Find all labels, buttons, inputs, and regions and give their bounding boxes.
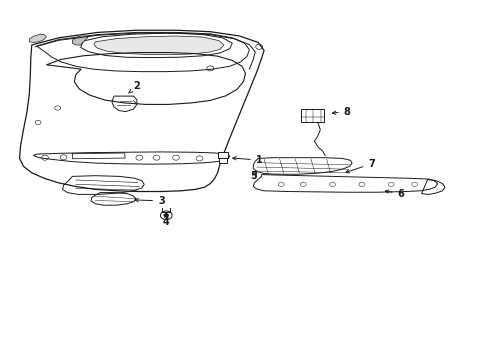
Polygon shape [72,36,88,45]
Bar [218,152,227,158]
Text: 7: 7 [346,159,374,173]
Text: 5: 5 [249,171,256,181]
Text: 4: 4 [163,214,169,227]
Polygon shape [29,34,46,42]
Polygon shape [94,36,224,55]
Text: 2: 2 [128,81,140,93]
Text: 6: 6 [385,189,404,199]
Text: 1: 1 [232,155,262,165]
Text: 8: 8 [332,107,350,117]
Circle shape [163,213,168,217]
Bar [219,158,226,163]
Text: 3: 3 [135,196,164,206]
Bar [300,109,324,122]
Polygon shape [81,33,232,58]
